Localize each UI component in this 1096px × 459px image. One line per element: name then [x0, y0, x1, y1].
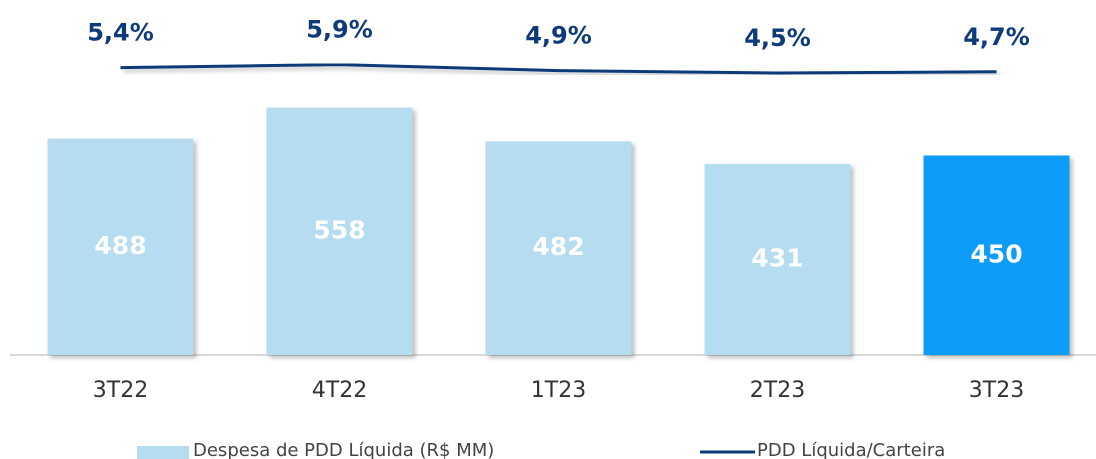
- bar: [266, 107, 413, 356]
- x-tick-label: 3T23: [969, 378, 1024, 403]
- bar: [485, 141, 632, 355]
- line: [120, 63, 997, 75]
- x-tick-label: 3T22: [93, 378, 148, 403]
- bar-value-label: 431: [751, 243, 803, 272]
- bar: [923, 155, 1070, 355]
- legend-label: PDD Líquida/Carteira: [757, 440, 945, 459]
- line-value-label: 5,9%: [306, 16, 373, 44]
- line-value-label: 4,9%: [525, 22, 592, 50]
- legend-swatch: [137, 446, 189, 459]
- x-tick-label: 2T23: [750, 378, 805, 403]
- x-tick-label: 4T22: [312, 378, 367, 403]
- bar: [704, 163, 851, 355]
- legend-label: Despesa de PDD Líquida (R$ MM): [193, 440, 494, 459]
- bar-value-label: 558: [313, 215, 365, 244]
- line-value-label: 5,4%: [87, 19, 154, 47]
- bar: [47, 138, 194, 355]
- bar-value-label: 488: [94, 231, 146, 260]
- bar-value-label: 450: [970, 239, 1022, 268]
- line-value-label: 4,5%: [744, 24, 811, 52]
- bar-value-label: 482: [532, 232, 584, 261]
- x-tick-label: 1T23: [531, 378, 586, 403]
- line-value-label: 4,7%: [963, 23, 1030, 51]
